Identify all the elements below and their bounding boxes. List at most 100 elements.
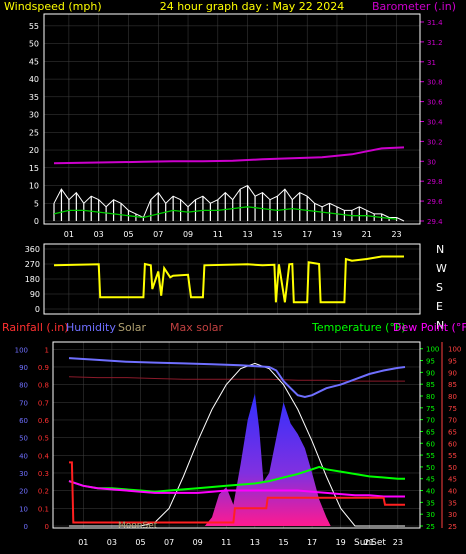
direction-tick-label: 270 (25, 260, 40, 269)
wind-tick-label: 55 (29, 22, 39, 31)
secondary-red-line (68, 376, 405, 382)
dew-point-tick-label: 95 (448, 358, 457, 366)
direction-series (53, 255, 404, 304)
wind-x-tick-label: 05 (123, 230, 133, 239)
barometer-tick-label: 30.2 (427, 138, 443, 146)
barometer-tick-label: 29.6 (427, 198, 443, 206)
conditions-x-tick-label: 23 (393, 538, 403, 547)
barometer-tick-label: 31.2 (427, 39, 443, 47)
wind-series (53, 146, 405, 222)
temperature-tick-label: 100 (426, 346, 439, 354)
wind-x-tick-label: 03 (94, 230, 104, 239)
conditions-x-tick-label: 19 (336, 538, 346, 547)
wind-tick-label: 40 (29, 75, 39, 84)
moonset-annotation: MoonSet (118, 521, 158, 531)
humidity-tick-label: 70 (19, 399, 28, 407)
temperature-tick-label: 75 (426, 405, 435, 413)
wind-tick-label: 35 (29, 93, 39, 102)
graph-title: 24 hour graph day : May 22 2024 (160, 0, 345, 13)
dew-point-y-axis: 25 30 35 40 45 50 55 60 65 70 75 80 85 90 95 100 (441, 342, 461, 531)
compass-label: N (436, 319, 444, 332)
barometer-tick-label: 30.4 (427, 118, 443, 126)
dew-point-tick-label: 35 (448, 499, 457, 507)
rainfall-tick-label: 0.9 (38, 364, 49, 372)
temperature-tick-label: 55 (426, 452, 435, 460)
conditions-x-tick-label: 01 (78, 538, 88, 547)
temperature-label: Temperature (°F) (311, 321, 406, 334)
conditions-x-tick-label: 13 (250, 538, 260, 547)
conditions-panel: Rainfall (.in) Humidity Solar Max solar … (2, 321, 466, 548)
rainfall-tick-label: 0.8 (38, 382, 49, 390)
direction-plot-frame (43, 243, 421, 315)
compass-label: S (436, 281, 443, 294)
conditions-x-tick-label: 09 (193, 538, 203, 547)
temperature-tick-label: 60 (426, 440, 435, 448)
wind-tick-label: 10 (29, 182, 39, 191)
dew-point-tick-label: 90 (448, 369, 457, 377)
direction-degree-axis: 360 270 180 90 0 (25, 245, 40, 314)
dew-point-tick-label: 25 (448, 523, 457, 531)
dew-point-tick-label: 60 (448, 440, 457, 448)
conditions-x-tick-label: 03 (107, 538, 117, 547)
solar-radiation-area (69, 393, 405, 526)
direction-tick-label: 90 (30, 290, 40, 299)
wind-y-axis: 0 5 10 15 20 25 30 35 40 45 50 55 (29, 22, 39, 226)
wind-tick-label: 20 (29, 146, 39, 155)
rainfall-tick-label: 0 (45, 523, 49, 531)
dew-point-tick-label: 85 (448, 381, 457, 389)
dew-point-tick-label: 40 (448, 488, 457, 496)
rainfall-tick-label: 0.2 (38, 488, 49, 496)
temperature-tick-label: 50 (426, 464, 435, 472)
humidity-tick-label: 60 (19, 417, 28, 425)
wind-x-tick-label: 01 (64, 230, 74, 239)
humidity-label: Humidity (66, 321, 116, 334)
conditions-x-tick-label: 11 (221, 538, 231, 547)
wind-gust-line (53, 184, 405, 222)
barometer-y-axis: 29.4 29.6 29.8 30 30.2 30.4 30.6 30.8 31 31.2 31.4 (420, 19, 443, 226)
temperature-tick-label: 40 (426, 488, 435, 496)
wind-x-axis: 01 03 05 07 09 11 13 15 17 19 21 23 (64, 230, 402, 239)
dew-point-tick-label: 45 (448, 476, 457, 484)
wind-x-tick-label: 07 (153, 230, 163, 239)
wind-barometer-panel: Windspeed (mph) 24 hour graph day : May … (4, 0, 456, 239)
wind-x-tick-label: 11 (213, 230, 223, 239)
barometer-tick-label: 30 (427, 158, 436, 166)
temperature-tick-label: 65 (426, 428, 435, 436)
rainfall-tick-label: 0.6 (38, 417, 50, 425)
conditions-x-tick-label: 21 (364, 538, 374, 547)
temperature-tick-label: 95 (426, 358, 435, 366)
temperature-tick-label: 70 (426, 417, 435, 425)
wind-x-tick-label: 13 (243, 230, 253, 239)
wind-x-tick-label: 15 (272, 230, 282, 239)
rainfall-line (69, 461, 405, 524)
barometer-tick-label: 30.6 (427, 99, 443, 107)
wind-x-tick-label: 21 (362, 230, 372, 239)
humidity-tick-label: 10 (19, 505, 28, 513)
compass-label: N (436, 243, 444, 256)
humidity-y-axis: 0 10 20 30 40 50 60 70 80 90 100 (15, 346, 28, 531)
conditions-series (68, 357, 406, 527)
humidity-tick-label: 30 (19, 470, 28, 478)
humidity-tick-label: 40 (19, 452, 28, 460)
wind-tick-label: 0 (34, 217, 39, 226)
rainfall-tick-label: 0.4 (38, 452, 50, 460)
rainfall-tick-label: 0.7 (38, 399, 49, 407)
dew-point-tick-label: 50 (448, 464, 457, 472)
dew-point-line (68, 480, 405, 498)
temperature-y-axis: 25 30 35 40 45 50 55 60 65 70 75 80 85 90 95 100 (420, 346, 439, 531)
wind-direction-line (53, 255, 404, 304)
solar-label: Solar (118, 321, 147, 334)
temperature-tick-label: 45 (426, 476, 435, 484)
humidity-tick-label: 20 (19, 488, 28, 496)
wind-tick-label: 50 (29, 40, 39, 49)
rainfall-label: Rainfall (.in) (2, 321, 69, 334)
wind-plot-frame (43, 13, 421, 225)
wind-tick-label: 15 (29, 164, 39, 173)
wind-x-tick-label: 09 (183, 230, 193, 239)
dew-point-tick-label: 65 (448, 428, 457, 436)
conditions-x-tick-label: 05 (135, 538, 145, 547)
conditions-grid (53, 342, 420, 528)
conditions-plot-frame (52, 341, 421, 529)
